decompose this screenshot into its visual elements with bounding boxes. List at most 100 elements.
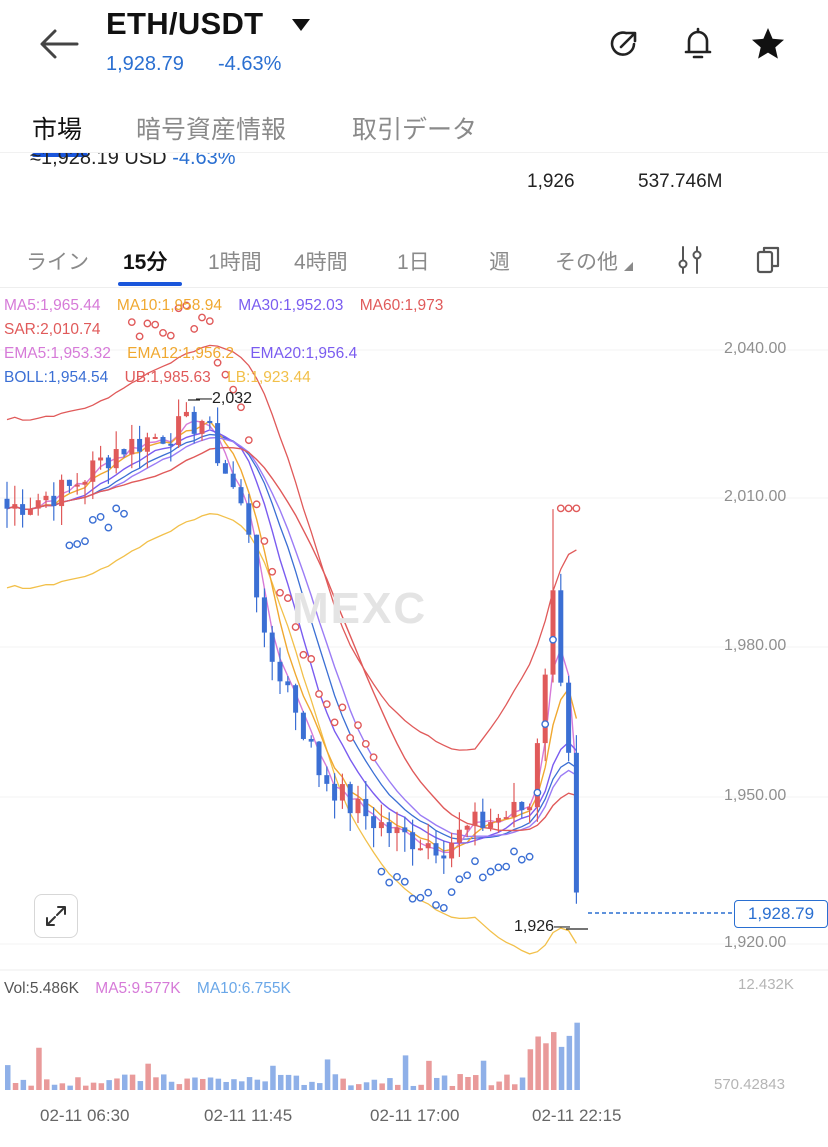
favorite-button[interactable]: [746, 22, 790, 66]
sar-dot: [447, 888, 456, 897]
sar-dot: [541, 720, 550, 729]
volume-bar: [270, 1065, 276, 1090]
volume-bar: [83, 1085, 89, 1090]
sar-dot: [471, 857, 479, 866]
tab-market[interactable]: 市場: [32, 116, 83, 144]
candle-body: [191, 411, 197, 434]
volume-legend: Vol:5.486K MA5:9.577K MA10:6.755K: [4, 980, 303, 998]
ticker-strip: ≈1,928.19 USD -4.63% 1,926 537.746M: [0, 152, 828, 202]
candle-body: [199, 420, 205, 434]
candle-body: [105, 457, 111, 469]
sar-dot: [322, 700, 331, 709]
volume-bar: [574, 1022, 580, 1090]
candlestick-chart[interactable]: [0, 290, 828, 1130]
sar-dot: [432, 901, 440, 909]
mexc-watermark: MEXC: [292, 584, 428, 633]
ema-legend: EMA5:1,953.32 EMA12:1,956.2 EMA20:1,956.…: [4, 345, 369, 363]
sar-dot: [549, 635, 557, 644]
ema20-value: EMA20:1,956.4: [250, 345, 358, 362]
low-marker: 1,926—: [514, 918, 571, 935]
share-button[interactable]: [602, 22, 646, 66]
lb-value: LB:1,923.44: [227, 369, 311, 386]
sar-dot: [408, 894, 417, 903]
expand-chart-button[interactable]: [34, 894, 78, 938]
sar-dot: [572, 504, 581, 513]
interval-1h[interactable]: 1時間: [208, 251, 262, 274]
time-axis-label: 02-11 11:45: [204, 1106, 293, 1125]
candle-body: [472, 811, 478, 826]
interval-1d[interactable]: 1日: [397, 251, 430, 274]
candle-body: [137, 438, 143, 452]
sar-dot: [81, 537, 89, 546]
sar-dot: [244, 436, 253, 445]
sar-dot: [260, 537, 269, 545]
sar-dot: [393, 873, 401, 881]
back-button[interactable]: [34, 24, 84, 64]
sar-dot: [174, 304, 183, 313]
volume-ma5: MA5:9.577K: [95, 980, 181, 997]
sar-dot: [166, 331, 175, 340]
volume-bar: [67, 1085, 73, 1090]
volume-bar: [418, 1084, 424, 1090]
candle-body: [90, 460, 96, 482]
sar-dot: [88, 515, 97, 524]
volume-bar: [480, 1060, 487, 1090]
sar-dot: [120, 509, 128, 518]
volume-bar: [558, 1046, 565, 1090]
volume-bar: [441, 1075, 448, 1090]
volume-bar: [122, 1074, 128, 1090]
candle-body: [495, 817, 501, 823]
tab-trade-data[interactable]: 取引データ: [352, 116, 478, 144]
sar-dots: [65, 301, 581, 912]
bell-icon: [684, 27, 712, 59]
candle-body: [277, 661, 283, 682]
candles: [4, 399, 579, 904]
main-tabs: 市場 暗号資産情報 取引データ: [0, 100, 828, 160]
volume-bar: [379, 1083, 385, 1090]
volume-bar: [285, 1074, 292, 1090]
candle-body: [207, 420, 213, 424]
boll-value: BOLL:1,954.54: [4, 369, 109, 386]
volume-bar: [410, 1085, 417, 1090]
candle-body: [464, 825, 470, 830]
sar-dot: [190, 325, 199, 333]
layout-button[interactable]: [750, 242, 786, 278]
interval-more[interactable]: その他: [555, 246, 633, 276]
sar-dot: [135, 332, 144, 341]
candle-body: [378, 822, 384, 829]
volume-bar: [496, 1081, 502, 1090]
volume-bar: [262, 1081, 268, 1090]
interval-4h[interactable]: 4時間: [294, 251, 348, 274]
sar-dot: [73, 540, 82, 548]
pair-title[interactable]: ETH/USDT: [106, 6, 264, 41]
sar-dot: [237, 403, 245, 412]
sar-dot: [104, 523, 113, 532]
sar-dot: [346, 734, 355, 742]
interval-week[interactable]: 週: [489, 251, 510, 274]
sar-dot: [159, 328, 167, 337]
ub-value: UB:1,985.63: [124, 369, 211, 386]
candle-body: [566, 682, 572, 753]
candle-body: [168, 443, 174, 446]
sliders-icon: [678, 246, 702, 274]
sar-dot: [424, 888, 433, 897]
sar-dot: [151, 320, 160, 329]
sar-dot: [283, 594, 292, 602]
candle-body: [113, 449, 119, 469]
tab-crypto-info[interactable]: 暗号資産情報: [136, 116, 287, 144]
interval-line[interactable]: ライン: [26, 251, 89, 274]
alert-button[interactable]: [676, 22, 720, 66]
share-arrow-icon: [610, 31, 637, 56]
indicator-settings-button[interactable]: [672, 242, 708, 278]
candle-body: [4, 498, 10, 509]
bollinger-middle: [6, 433, 577, 840]
volume-bar: [551, 1032, 557, 1090]
volume-value: Vol:5.486K: [4, 980, 79, 997]
candle-body: [449, 842, 455, 859]
sar-dot: [338, 703, 347, 712]
volume-bar: [317, 1083, 323, 1090]
interval-15m[interactable]: 15分: [123, 251, 168, 274]
tab-underline: [32, 153, 88, 157]
candle-body: [347, 784, 353, 814]
pair-dropdown-caret-icon[interactable]: [290, 16, 312, 34]
